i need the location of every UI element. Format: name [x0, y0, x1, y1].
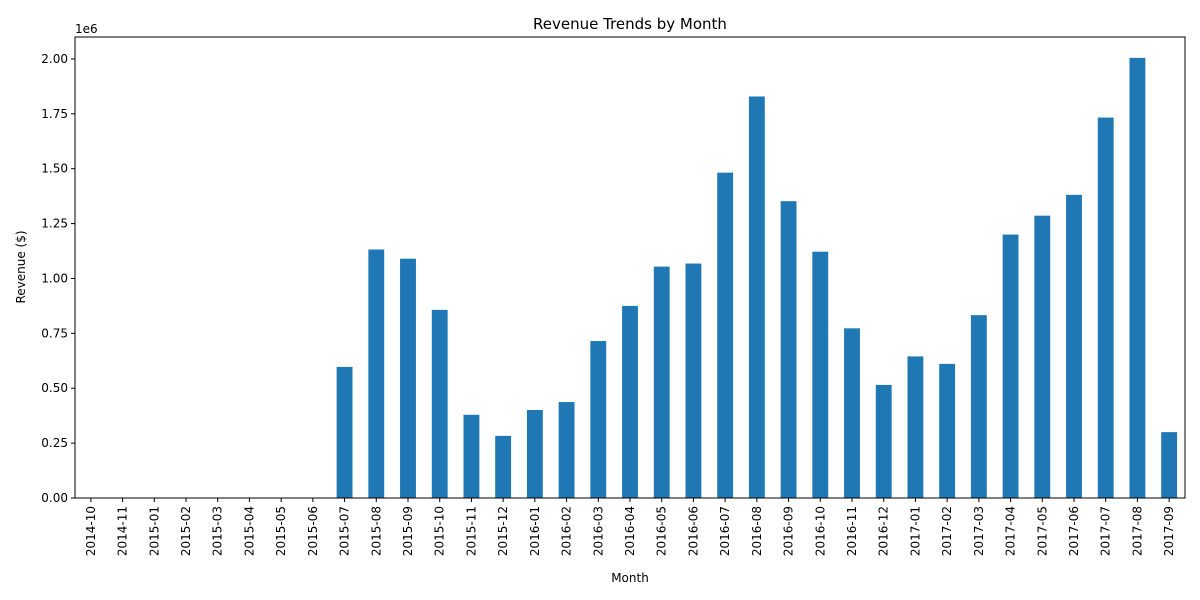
x-tick-label: 2016-01: [528, 506, 542, 556]
bar-2016-09: [780, 201, 797, 499]
bar-2017-01: [907, 356, 924, 498]
bar-2016-02: [558, 402, 575, 498]
x-tick-label: 2017-05: [1035, 506, 1049, 556]
bar-2016-10: [812, 251, 829, 498]
bar-2016-04: [622, 305, 638, 498]
x-tick-label: 2014-11: [116, 506, 130, 556]
x-tick-label: 2016-07: [718, 506, 732, 556]
y-tick-label: 0.00: [41, 491, 68, 505]
x-tick-label: 2016-03: [591, 506, 605, 556]
bar-2016-06: [685, 263, 702, 498]
bar-2017-04: [1002, 234, 1019, 499]
bar-2015-08: [368, 249, 385, 498]
y-tick-label: 0.75: [41, 326, 68, 340]
bar-2017-06: [1066, 194, 1082, 498]
y-tick-label: 0.25: [41, 436, 68, 450]
bar-2015-07: [336, 366, 353, 498]
x-tick-label: 2016-05: [655, 506, 669, 556]
bar-2015-12: [495, 435, 512, 498]
x-tick-label: 2015-10: [433, 506, 447, 556]
bar-2015-11: [463, 414, 480, 498]
x-tick-label: 2017-04: [1004, 506, 1018, 556]
y-tick-label: 1.25: [41, 217, 68, 231]
y-offset-text: 1e6: [75, 22, 98, 36]
bar-2016-01: [526, 409, 543, 498]
bars-group: [336, 57, 1178, 499]
x-tick-label: 2015-06: [306, 506, 320, 556]
bar-2016-12: [875, 384, 892, 498]
x-tick-label: 2015-03: [211, 506, 225, 556]
x-tick-label: 2017-01: [908, 506, 922, 556]
y-tick-label: 1.75: [41, 107, 68, 121]
bar-2016-07: [717, 172, 734, 498]
y-tick-label: 1.00: [41, 271, 68, 285]
bar-2017-02: [939, 363, 956, 498]
x-tick-label: 2015-01: [147, 506, 161, 556]
x-tick-label: 2016-12: [877, 506, 891, 556]
x-tick-label: 2015-02: [179, 506, 193, 556]
x-tick-label: 2015-12: [496, 506, 510, 556]
bar-2016-08: [748, 96, 765, 498]
x-tick-label: 2016-09: [782, 506, 796, 556]
x-tick-label: 2016-08: [750, 506, 764, 556]
x-tick-label: 2017-09: [1162, 506, 1176, 556]
y-tick-label: 2.00: [41, 52, 68, 66]
bar-2017-07: [1097, 117, 1114, 498]
y-tick-label: 1.50: [41, 162, 68, 176]
y-axis-label: Revenue ($): [14, 230, 28, 303]
x-tick-label: 2015-11: [464, 506, 478, 556]
x-tick-label: 2017-02: [940, 506, 954, 556]
x-tick-label: 2015-07: [338, 506, 352, 556]
x-tick-label: 2016-10: [813, 506, 827, 556]
x-tick-label: 2016-06: [686, 506, 700, 556]
plot-frame: [74, 36, 1186, 499]
bar-2017-03: [970, 315, 987, 498]
x-tick-label: 2014-10: [84, 506, 98, 556]
y-axis: 0.00 0.25 0.50 0.75 1.00 1.25 1.50 1.75 2.00: [41, 52, 75, 505]
bar-2016-11: [844, 328, 860, 498]
bar-2015-10: [431, 309, 448, 498]
x-tick-label: 2016-04: [623, 506, 637, 556]
x-axis-label: Month: [611, 571, 649, 585]
x-tick-label: 2017-03: [972, 506, 986, 556]
bar-2015-09: [400, 258, 416, 498]
x-tick-label: 2017-07: [1099, 506, 1113, 556]
x-tick-label: 2017-06: [1067, 506, 1081, 556]
bar-2017-05: [1034, 215, 1051, 498]
chart-title: Revenue Trends by Month: [533, 15, 727, 33]
x-axis: 2014-10 2014-11 2015-01 2015-02 2015-03 2015-…: [84, 498, 1176, 556]
x-tick-label: 2015-09: [401, 506, 415, 556]
bar-2017-08: [1129, 57, 1146, 498]
x-tick-label: 2015-05: [274, 506, 288, 556]
y-tick-label: 0.50: [41, 381, 68, 395]
bar-2016-03: [590, 341, 607, 498]
x-tick-label: 2016-11: [845, 506, 859, 556]
bar-2016-05: [653, 266, 670, 498]
x-tick-label: 2017-08: [1130, 506, 1144, 556]
x-tick-label: 2015-04: [242, 506, 256, 556]
x-tick-label: 2016-02: [560, 506, 574, 556]
bar-2017-09: [1161, 432, 1178, 498]
x-tick-label: 2015-08: [369, 506, 383, 556]
